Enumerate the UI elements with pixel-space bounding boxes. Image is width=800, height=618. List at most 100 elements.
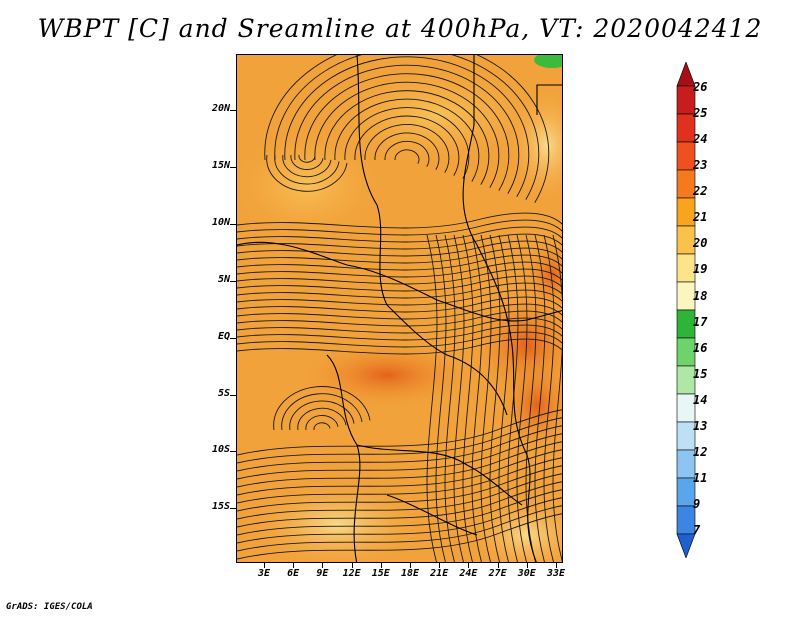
streamline	[237, 473, 562, 520]
colorbar-label: 13	[693, 419, 708, 433]
streamline	[237, 233, 562, 250]
colorbar-label: 15	[693, 367, 708, 381]
streamline	[480, 234, 492, 562]
streamline	[237, 425, 562, 472]
streamline	[516, 234, 528, 562]
streamline	[237, 457, 562, 504]
x-axis-label: 18E	[400, 568, 420, 579]
x-tick-mark	[410, 563, 411, 568]
streamline	[435, 234, 447, 562]
x-axis-label: 30E	[517, 568, 536, 579]
colorbar-label: 7	[693, 523, 701, 537]
colorbar-label: 26	[693, 80, 708, 94]
colorbar-label: 12	[693, 445, 708, 459]
x-tick-mark	[322, 563, 324, 568]
streamline	[237, 481, 562, 528]
streamline	[552, 234, 562, 562]
streamline	[462, 234, 474, 562]
streamline	[426, 234, 438, 562]
x-axis-label: 24E	[459, 568, 478, 579]
streamline	[543, 234, 555, 562]
streamline	[314, 81, 500, 188]
x-tick-mark	[293, 563, 295, 568]
x-axis-label: 6E	[287, 568, 300, 579]
streamline	[313, 422, 331, 431]
streamline	[294, 64, 520, 194]
colorbar-label: 17	[693, 315, 708, 329]
streamline	[324, 90, 490, 185]
colorbar-label: 21	[693, 210, 708, 224]
streamline	[364, 124, 450, 173]
streamline	[305, 415, 339, 431]
streamline	[507, 234, 519, 562]
country-borders	[237, 55, 562, 562]
hot-region-congo	[297, 340, 477, 410]
streamline	[237, 261, 562, 278]
x-tick-mark	[351, 563, 353, 568]
streamline	[237, 303, 562, 320]
streamline	[237, 219, 562, 236]
y-tick-mark	[230, 167, 236, 168]
y-axis-label: 15N	[211, 160, 230, 171]
x-tick-mark	[468, 563, 470, 568]
streamline	[284, 56, 530, 197]
map-plot-area	[236, 54, 563, 563]
colorbar-label: 23	[693, 158, 708, 172]
colorbar-label: 24	[693, 132, 708, 146]
streamline	[304, 73, 510, 191]
streamline	[354, 115, 460, 176]
y-axis-label: 5S	[217, 388, 230, 399]
y-axis-label: 5N	[217, 274, 230, 285]
y-axis-label: 10N	[211, 217, 230, 228]
map-title: WBPT [C] and Sreamline at 400hPa, VT: 20…	[37, 14, 763, 43]
y-tick-mark	[230, 451, 236, 452]
colorbar-label: 25	[693, 106, 708, 120]
streamline	[237, 240, 562, 257]
streamline	[290, 154, 324, 170]
y-tick-mark	[230, 281, 236, 282]
streamline	[453, 234, 465, 562]
pale-region-northeast	[507, 85, 562, 205]
streamline	[273, 386, 371, 431]
y-axis-label: 20N	[211, 103, 230, 114]
x-axis-label: 21E	[430, 568, 449, 579]
streamline	[237, 310, 562, 327]
streamline	[297, 407, 347, 431]
streamline	[237, 275, 562, 292]
streamline	[394, 149, 420, 164]
colorbar-label: 16	[693, 341, 708, 355]
colorbar-label: 14	[693, 393, 708, 407]
streamline	[298, 154, 316, 163]
y-axis-label: EQ	[217, 331, 230, 342]
x-tick-mark	[556, 563, 557, 568]
streamline	[471, 234, 483, 562]
streamline	[237, 449, 562, 496]
green-patch	[534, 55, 562, 68]
x-axis-label: 27E	[488, 568, 507, 579]
streamline	[237, 505, 562, 552]
streamline	[237, 489, 562, 536]
streamline	[444, 234, 456, 562]
x-tick-mark	[439, 563, 441, 568]
colorbar-label: 9	[693, 497, 701, 511]
y-axis-label: 10S	[211, 444, 230, 455]
streamline	[237, 268, 562, 285]
streamline	[237, 212, 562, 229]
y-tick-mark	[230, 508, 236, 509]
y-tick-mark	[230, 224, 236, 225]
streamline	[289, 400, 355, 431]
colorbar-swatch	[676, 533, 696, 558]
x-tick-mark	[526, 563, 528, 568]
colorbar-label: 11	[693, 471, 708, 485]
streamline	[237, 254, 562, 271]
colorbar-label: 20	[693, 236, 708, 250]
streamline	[498, 234, 510, 562]
colorbar-label: 18	[693, 289, 708, 303]
streamline	[534, 234, 546, 562]
streamline	[237, 497, 562, 544]
streamline	[282, 154, 332, 178]
streamline	[237, 409, 562, 456]
streamline	[237, 417, 562, 464]
streamline	[264, 55, 550, 203]
x-tick-mark	[380, 563, 382, 568]
